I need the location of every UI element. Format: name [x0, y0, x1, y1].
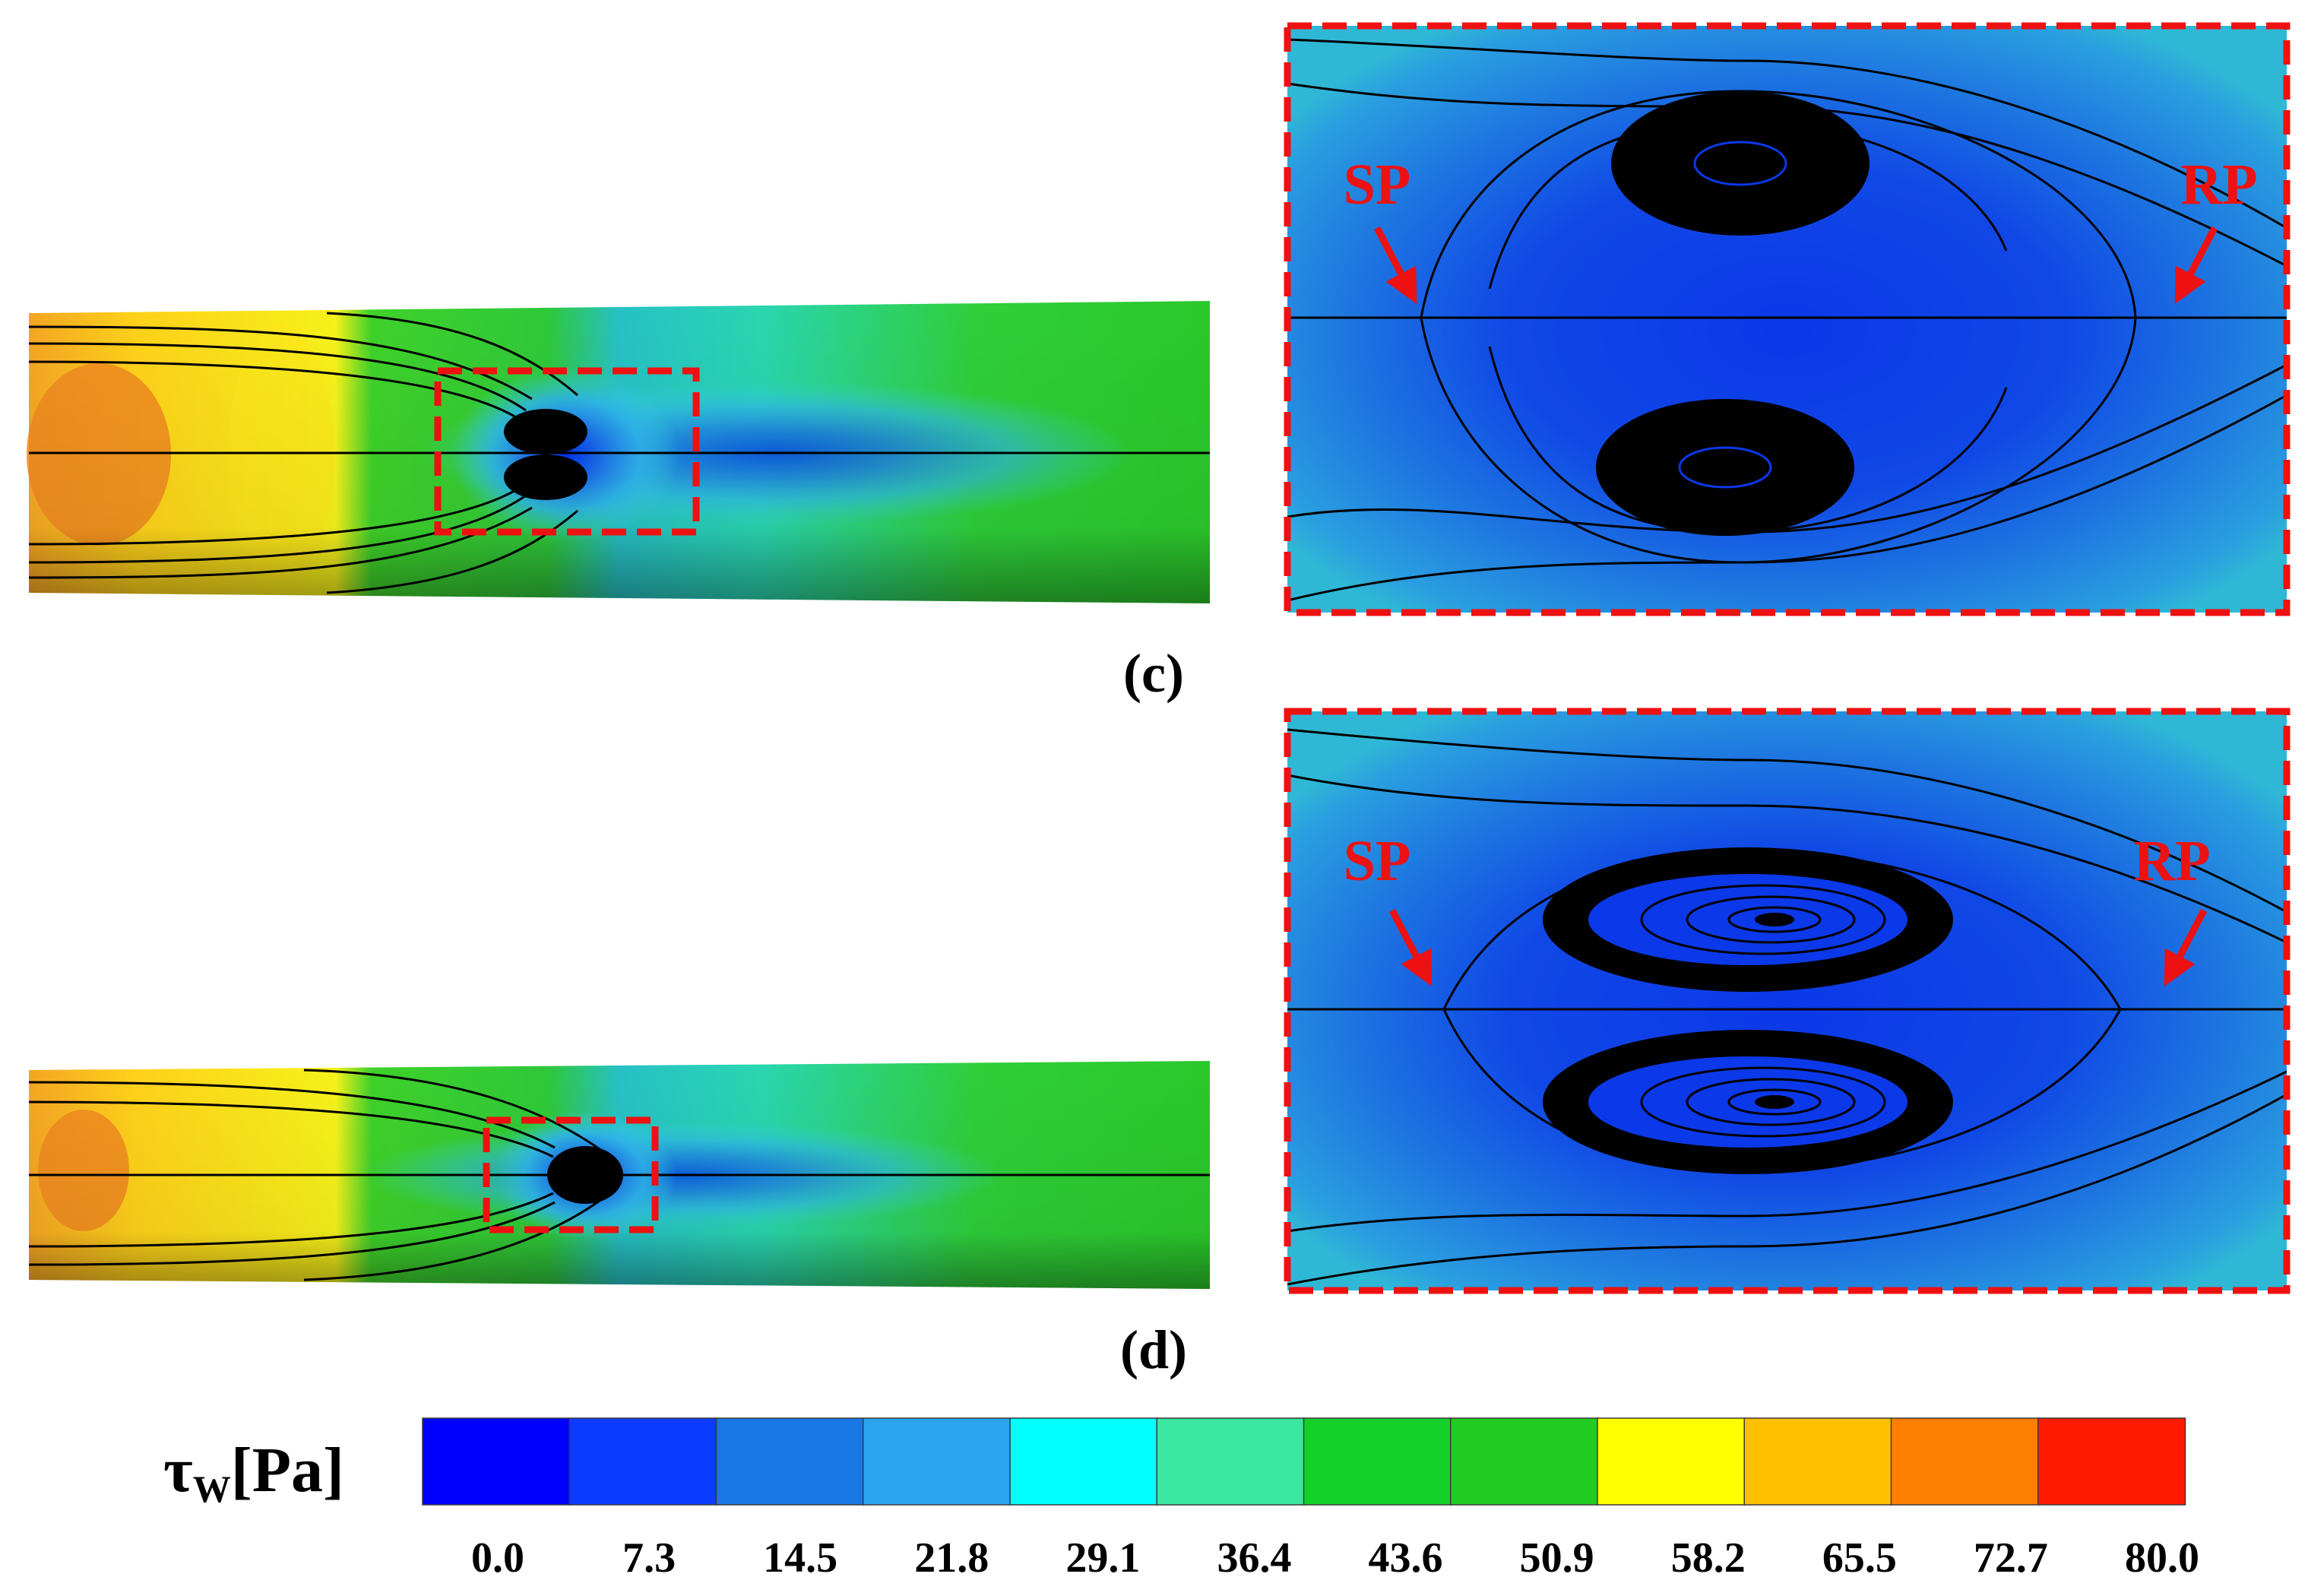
- colorbar-swatch: [1450, 1417, 1599, 1506]
- separation-point-label-c: SP: [1344, 153, 1411, 217]
- colorbar-tick-labels: 0.0 7.3 14.5 21.8 29.1 36.4 43.6 50.9 58.2 65.5 72…: [471, 1534, 2199, 1582]
- colorbar-swatch: [715, 1417, 864, 1506]
- zoom-panel-d: [1284, 708, 2291, 1294]
- colorbar-swatch: [568, 1417, 717, 1506]
- colorbar-swatch: [1597, 1417, 1746, 1506]
- zoom-panel-c: [1284, 22, 2291, 616]
- panel-label-d: (d): [1120, 1319, 1187, 1380]
- pipe-panel-c: [27, 301, 1210, 603]
- colorbar-title: τW[Pa]: [163, 1435, 344, 1510]
- reattachment-point-label-d: RP: [2133, 829, 2210, 893]
- colorbar-swatch: [2037, 1417, 2186, 1506]
- colorbar-swatch: [863, 1417, 1012, 1506]
- colorbar-swatch: [1303, 1417, 1452, 1506]
- pipe-panel-d: [28, 1061, 1210, 1289]
- colorbar-symbol: τ: [163, 1435, 193, 1506]
- separation-point-label-d: SP: [1344, 829, 1411, 893]
- colorbar-tick-label: 58.2: [1671, 1534, 1746, 1582]
- panel-label-c: (c): [1123, 643, 1184, 704]
- colorbar-tick-label: 21.8: [914, 1534, 989, 1582]
- colorbar-tick-label: 36.4: [1217, 1534, 1291, 1582]
- colorbar-swatches: [422, 1417, 2186, 1506]
- colorbar-swatch: [1890, 1417, 2039, 1506]
- reattachment-point-label-c: RP: [2180, 153, 2257, 217]
- colorbar-tick-label: 65.5: [1822, 1534, 1897, 1582]
- colorbar-tick-label: 29.1: [1065, 1534, 1140, 1582]
- colorbar-symbol-subscript: W: [193, 1468, 231, 1510]
- colorbar-unit: [Pa]: [231, 1435, 344, 1506]
- colorbar-tick-label: 72.7: [1974, 1534, 2048, 1582]
- colorbar-swatch: [1009, 1417, 1158, 1506]
- colorbar-swatch: [1743, 1417, 1892, 1506]
- colorbar-tick-label: 0.0: [471, 1534, 524, 1582]
- colorbar-tick-label: 7.3: [622, 1534, 676, 1582]
- colorbar-tick-label: 50.9: [1520, 1534, 1594, 1582]
- colorbar-tick-label: 14.5: [763, 1534, 837, 1582]
- colorbar-tick-label: 80.0: [2125, 1534, 2199, 1582]
- colorbar-tick-label: 43.6: [1369, 1534, 1443, 1582]
- colorbar-swatch: [422, 1417, 571, 1506]
- colorbar-swatch: [1156, 1417, 1305, 1506]
- colorbar: τW[Pa] 0.0 7.3 14.5 21.8 29.1 36.4 43.6 50.9 58.…: [163, 1417, 2199, 1582]
